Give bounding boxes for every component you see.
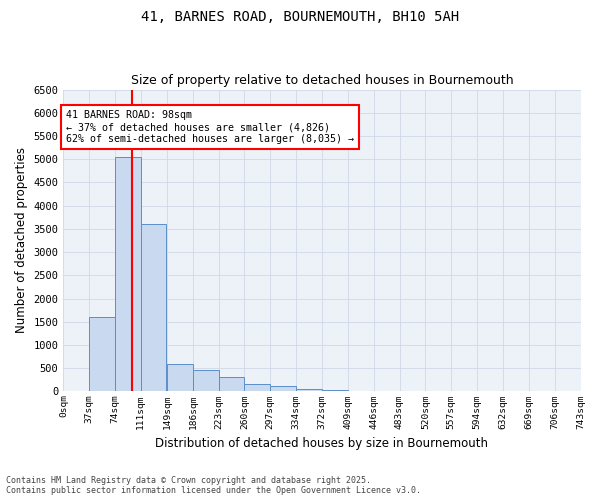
Bar bbox=[218, 378, 244, 392]
Bar bbox=[167, 364, 193, 392]
Bar bbox=[270, 386, 296, 392]
Bar bbox=[193, 370, 218, 392]
Text: Contains HM Land Registry data © Crown copyright and database right 2025.
Contai: Contains HM Land Registry data © Crown c… bbox=[6, 476, 421, 495]
Bar bbox=[322, 390, 348, 392]
Bar bbox=[140, 224, 166, 392]
Bar bbox=[244, 384, 270, 392]
Text: 41 BARNES ROAD: 98sqm
← 37% of detached houses are smaller (4,826)
62% of semi-d: 41 BARNES ROAD: 98sqm ← 37% of detached … bbox=[65, 110, 353, 144]
Title: Size of property relative to detached houses in Bournemouth: Size of property relative to detached ho… bbox=[131, 74, 513, 87]
Y-axis label: Number of detached properties: Number of detached properties bbox=[15, 148, 28, 334]
Bar bbox=[115, 157, 140, 392]
Bar bbox=[296, 388, 322, 392]
X-axis label: Distribution of detached houses by size in Bournemouth: Distribution of detached houses by size … bbox=[155, 437, 488, 450]
Text: 41, BARNES ROAD, BOURNEMOUTH, BH10 5AH: 41, BARNES ROAD, BOURNEMOUTH, BH10 5AH bbox=[141, 10, 459, 24]
Bar bbox=[89, 317, 115, 392]
